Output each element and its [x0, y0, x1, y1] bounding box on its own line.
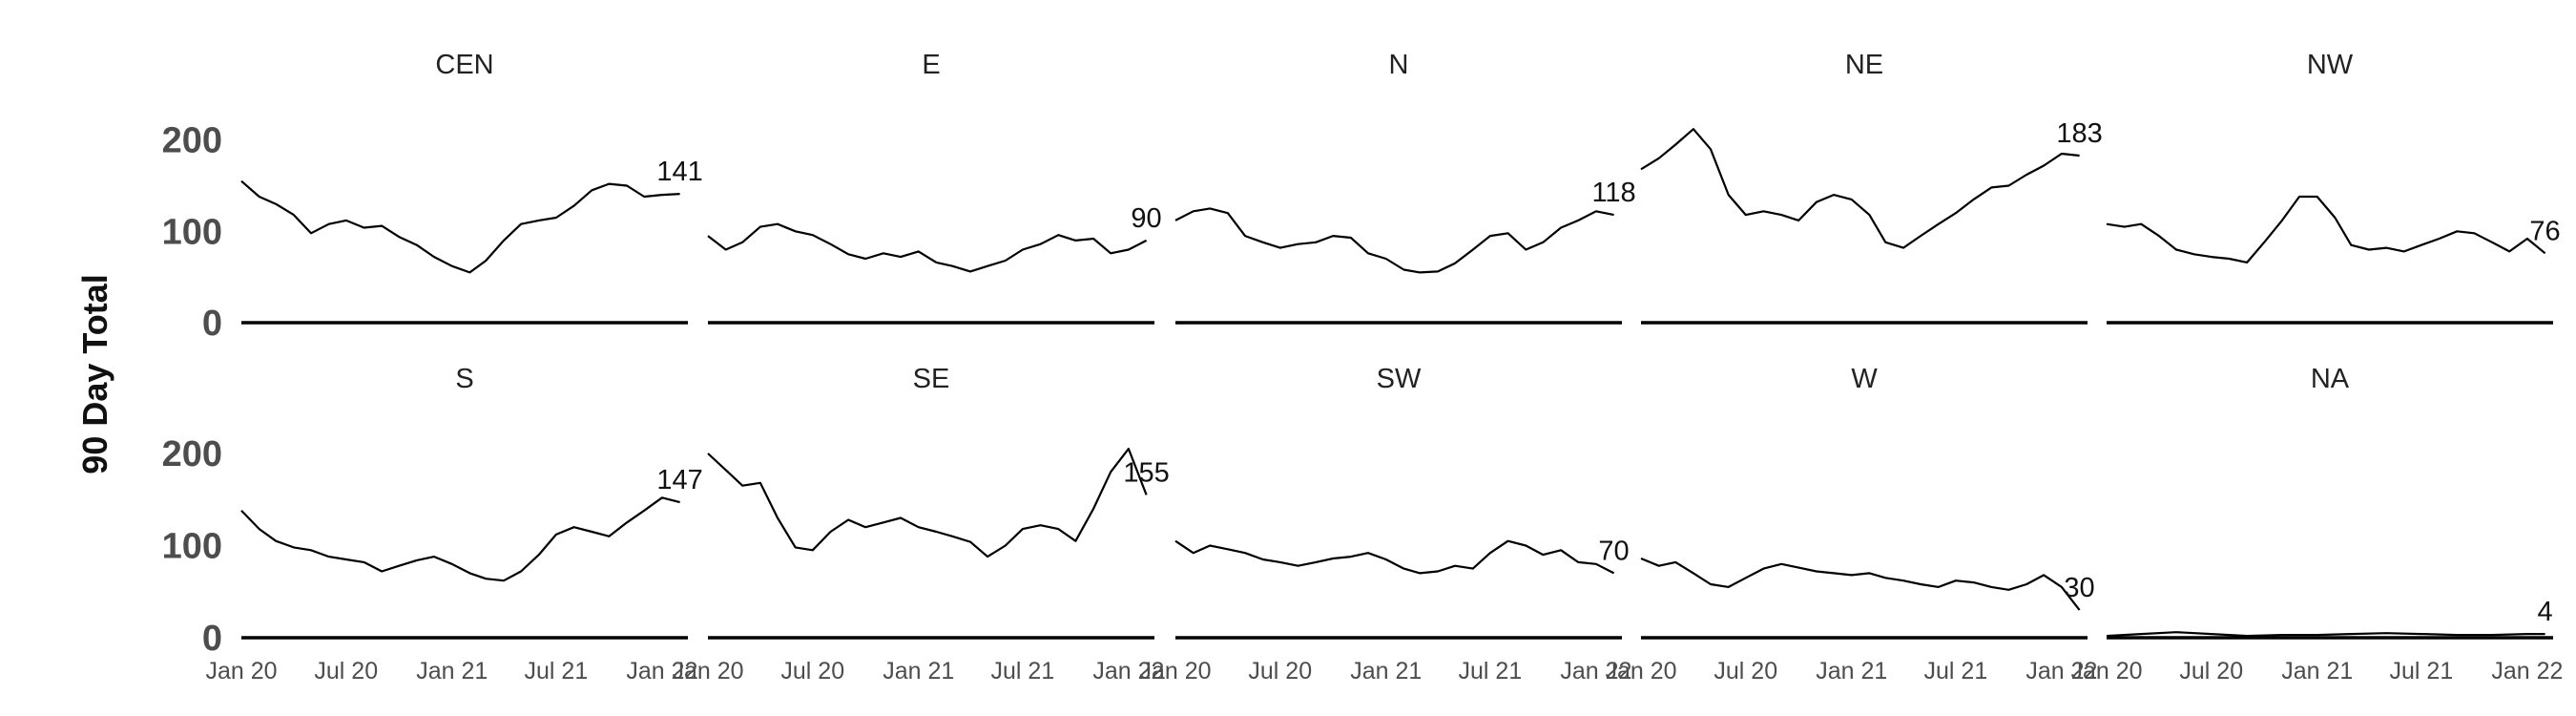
facet-title-w: W	[1851, 364, 1878, 394]
x-tick-label: Jul 21	[1924, 658, 1988, 684]
x-tick-label: Jan 21	[1816, 658, 1887, 684]
x-tick-label: Jul 20	[2179, 658, 2243, 684]
y-tick-label: 200	[162, 434, 222, 474]
x-tick-label: Jul 20	[1714, 658, 1777, 684]
series-line-ne	[1640, 128, 2080, 249]
x-tick-label: Jan 22	[1560, 658, 1631, 684]
x-tick-label: Jan 21	[416, 658, 488, 684]
end-value-label-s: 147	[656, 465, 702, 495]
series-line-cen	[240, 179, 680, 274]
x-tick-label: Jul 21	[525, 658, 589, 684]
facet-title-e: E	[922, 50, 940, 80]
series-line-nw	[2106, 195, 2546, 263]
facet-title-nw: NW	[2307, 50, 2354, 80]
x-tick-label: Jul 21	[991, 658, 1055, 684]
x-tick-label: Jan 22	[1092, 658, 1164, 684]
y-tick-label: 200	[162, 121, 222, 161]
end-value-label-ne: 183	[2056, 118, 2102, 149]
x-tick-label: Jul 20	[1248, 658, 1312, 684]
facet-title-n: N	[1389, 50, 1409, 80]
series-line-se	[707, 448, 1148, 558]
end-value-label-se: 155	[1123, 457, 1169, 488]
x-tick-label: Jan 20	[672, 658, 743, 684]
x-tick-label: Jul 21	[2390, 658, 2454, 684]
y-tick-label: 0	[202, 304, 222, 344]
facet-title-s: S	[455, 364, 473, 394]
x-tick-label: Jan 22	[626, 658, 697, 684]
facet-title-ne: NE	[1845, 50, 1883, 80]
end-value-label-nw: 76	[2529, 216, 2560, 246]
y-tick-label: 0	[202, 619, 222, 659]
x-tick-label: Jan 22	[2025, 658, 2097, 684]
end-value-label-cen: 141	[656, 157, 702, 187]
x-tick-label: Jul 20	[780, 658, 844, 684]
series-line-na	[2106, 631, 2545, 638]
end-value-label-w: 30	[2064, 573, 2094, 603]
x-tick-label: Jul 21	[1459, 658, 1523, 684]
y-axis-label: 90 Day Total	[75, 274, 114, 474]
end-value-label-na: 4	[2537, 597, 2552, 627]
x-tick-label: Jan 22	[2491, 658, 2563, 684]
y-tick-label: 100	[162, 212, 222, 252]
x-tick-label: Jan 20	[1605, 658, 1676, 684]
x-tick-label: Jan 21	[1350, 658, 1422, 684]
series-line-n	[1174, 207, 1614, 274]
x-tick-label: Jul 20	[314, 658, 378, 684]
facet-title-cen: CEN	[435, 50, 493, 80]
facet-title-na: NA	[2311, 364, 2350, 394]
x-tick-label: Jan 21	[2281, 658, 2353, 684]
x-tick-label: Jan 20	[1139, 658, 1211, 684]
x-tick-label: Jan 20	[2070, 658, 2142, 684]
series-line-e	[707, 222, 1148, 273]
x-tick-label: Jan 20	[205, 658, 277, 684]
end-value-label-e: 90	[1131, 203, 1161, 234]
series-line-sw	[1174, 539, 1615, 575]
end-value-label-sw: 70	[1598, 536, 1629, 566]
x-tick-label: Jan 21	[883, 658, 954, 684]
facet-title-se: SE	[913, 364, 950, 394]
end-value-label-n: 118	[1591, 178, 1635, 208]
series-line-s	[240, 496, 680, 582]
series-line-w	[1640, 557, 2081, 611]
facet-title-sw: SW	[1377, 364, 1422, 394]
y-tick-label: 100	[162, 526, 222, 566]
